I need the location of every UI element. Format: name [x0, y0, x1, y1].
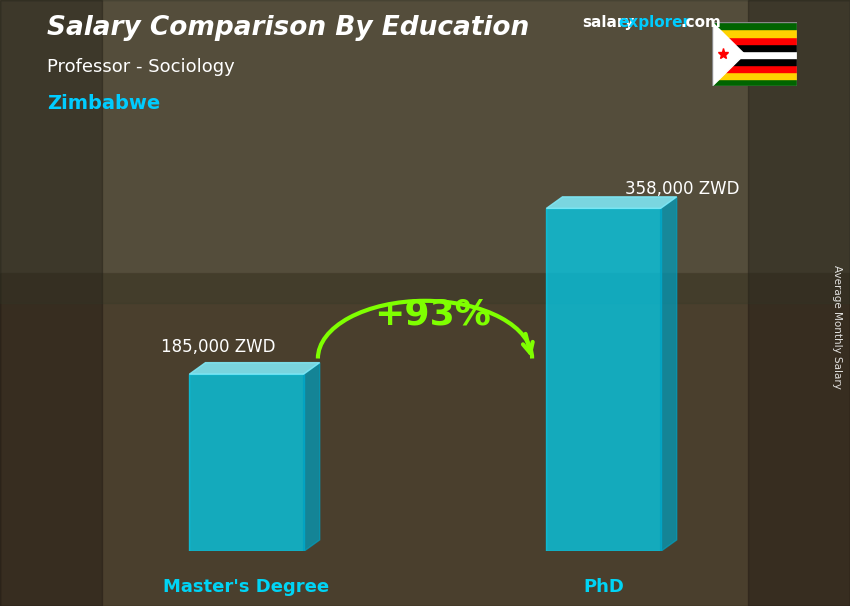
Polygon shape	[660, 197, 677, 551]
Polygon shape	[190, 362, 320, 374]
Text: Professor - Sociology: Professor - Sociology	[47, 58, 235, 76]
Bar	[0, 0, 850, 273]
Bar	[712, 44, 797, 51]
Bar	[748, 0, 850, 606]
Bar	[712, 51, 797, 58]
Bar	[190, 374, 303, 551]
Bar	[712, 22, 797, 30]
Text: .com: .com	[680, 15, 721, 30]
Bar	[547, 208, 660, 551]
Text: explorer: explorer	[618, 15, 690, 30]
Polygon shape	[547, 197, 677, 208]
Bar	[0, 273, 850, 606]
Text: Salary Comparison By Education: Salary Comparison By Education	[47, 15, 529, 41]
Bar	[712, 30, 797, 36]
Bar	[712, 79, 797, 86]
Polygon shape	[303, 362, 320, 551]
Bar	[712, 65, 797, 72]
Text: salary: salary	[582, 15, 635, 30]
Text: +93%: +93%	[374, 298, 490, 331]
Bar	[712, 58, 797, 65]
Bar	[712, 72, 797, 79]
Bar	[0, 0, 850, 303]
Text: 358,000 ZWD: 358,000 ZWD	[625, 180, 740, 198]
Text: Zimbabwe: Zimbabwe	[47, 94, 160, 113]
Polygon shape	[712, 22, 745, 86]
Text: PhD: PhD	[583, 578, 624, 596]
Text: Master's Degree: Master's Degree	[163, 578, 330, 596]
Text: 185,000 ZWD: 185,000 ZWD	[161, 338, 275, 356]
Text: Average Monthly Salary: Average Monthly Salary	[832, 265, 842, 389]
Bar	[712, 36, 797, 44]
Bar	[0, 0, 102, 606]
